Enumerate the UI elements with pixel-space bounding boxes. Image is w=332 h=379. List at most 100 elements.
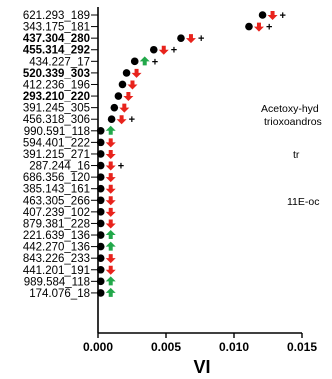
arrow-down-icon [116,115,127,125]
y-tick-label: 407.239_102 [23,207,90,219]
axes-layer [97,7,302,334]
y-tick-label: 287.244_16 [29,161,90,173]
data-point [96,161,105,170]
y-tick-label: 990.591_118 [24,126,90,138]
y-tick-label: 385.143_161 [23,184,90,196]
table-row: 412.236_196 [23,79,138,91]
arrow-down-icon [105,254,116,264]
y-tick-label: 174.076_18 [29,288,90,300]
data-point [149,45,158,54]
arrow-up-icon [105,287,116,297]
arrow-down-icon [105,207,116,217]
table-row: 463.305_266 [23,195,116,207]
data-point [118,80,127,89]
y-tick-label: 434.227_17 [29,56,90,68]
table-row: 455.314_292 + [23,45,177,57]
arrow-down-icon [105,149,116,159]
rows-layer: 621.293_189 +343.175_181 +437.304_280 +455.… [23,10,286,300]
table-row: 442.270_136 [23,241,116,254]
arrow-down-icon [105,265,116,275]
x-tick-label: 0.010 [219,340,249,354]
arrow-up-icon [105,230,116,240]
y-tick-label: 989.584_118 [24,276,90,288]
x-tick-label: 0.000 [83,340,113,354]
plus-marker: + [129,114,135,126]
arrow-up-icon [139,56,150,66]
arrow-up-icon [105,241,116,251]
y-tick-label: 412.236_196 [23,79,90,91]
arrow-down-icon [267,11,278,20]
data-point [96,254,105,262]
y-tick-label: 221.639_136 [23,230,90,242]
y-tick-label: 293.210_220 [23,91,90,103]
data-point [114,92,123,100]
data-point [96,219,105,228]
y-tick-label: 391.215_271 [23,149,90,161]
arrow-down-icon [105,173,116,183]
table-row: 686.356_120 [23,172,116,184]
y-tick-label: 343.175_181 [23,22,90,34]
data-point [96,184,105,193]
data-point [122,69,131,77]
arrow-down-icon [105,219,116,229]
plus-marker: + [118,161,124,173]
data-point [96,173,105,181]
data-point [96,138,105,147]
table-row: 391.245_305 [23,103,130,115]
y-tick-label: 843.226_233 [23,253,90,265]
table-row: 879.381_228 [23,218,116,230]
table-row: 391.215_271 [23,149,116,161]
table-row: 343.175_181 + [23,22,273,34]
data-point [96,208,105,216]
data-point [96,265,105,274]
x-tick-label: 0.005 [151,340,181,354]
data-point [110,103,119,112]
arrow-down-icon [127,80,138,90]
y-tick-label: 441.201_191 [23,265,90,277]
data-point [96,289,105,297]
plus-marker: + [152,56,158,68]
arrow-down-icon [105,138,116,148]
table-row: 293.210_220 [23,91,134,103]
data-point [96,242,105,251]
table-row: 287.244_16 + [29,161,124,173]
data-point [177,34,185,42]
data-point [96,150,105,158]
annotation-label: Acetoxy-hyd [261,103,319,115]
table-row: 621.293_189 + [23,10,286,22]
y-tick-label: 437.304_280 [23,33,90,45]
x-axis-label: VI [193,357,210,377]
arrow-down-icon [105,196,116,206]
annotation-label: trioxoandros [264,116,322,128]
data-point [130,57,139,66]
arrow-down-icon [185,34,196,44]
data-point [258,11,267,19]
table-row: 174.076_18 [29,287,116,300]
y-tick-label: 455.314_292 [23,45,90,57]
data-point [107,115,116,124]
y-tick-label: 686.356_120 [23,172,90,184]
data-point [96,277,105,286]
y-tick-label: 456.318_306 [23,114,90,126]
data-point [96,127,105,135]
arrow-up-icon [105,276,116,286]
table-row: 434.227_17 + [29,56,158,68]
y-tick-label: 442.270_136 [23,242,90,254]
arrow-down-icon [158,45,169,55]
table-row: 456.318_306 + [23,114,135,126]
arrow-down-icon [131,68,142,78]
y-tick-label: 594.401_222 [23,137,90,149]
y-tick-label: 391.245_305 [23,103,90,115]
table-row: 989.584_118 [24,276,116,288]
table-row: 594.401_222 [23,137,116,149]
table-row: 407.239_102 [23,207,116,219]
table-row: 437.304_280 + [23,33,205,45]
plus-marker: + [266,22,272,34]
y-tick-label: 621.293_189 [23,10,90,22]
data-point [245,22,253,31]
plus-marker: + [198,33,204,45]
table-row: 520.339_303 [23,68,142,80]
y-tick-label: 879.381_228 [23,218,90,230]
